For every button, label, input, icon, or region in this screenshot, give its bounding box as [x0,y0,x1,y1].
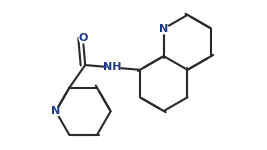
Text: O: O [78,33,88,43]
Text: N: N [51,106,60,116]
Text: NH: NH [103,62,122,72]
Text: N: N [159,24,168,34]
